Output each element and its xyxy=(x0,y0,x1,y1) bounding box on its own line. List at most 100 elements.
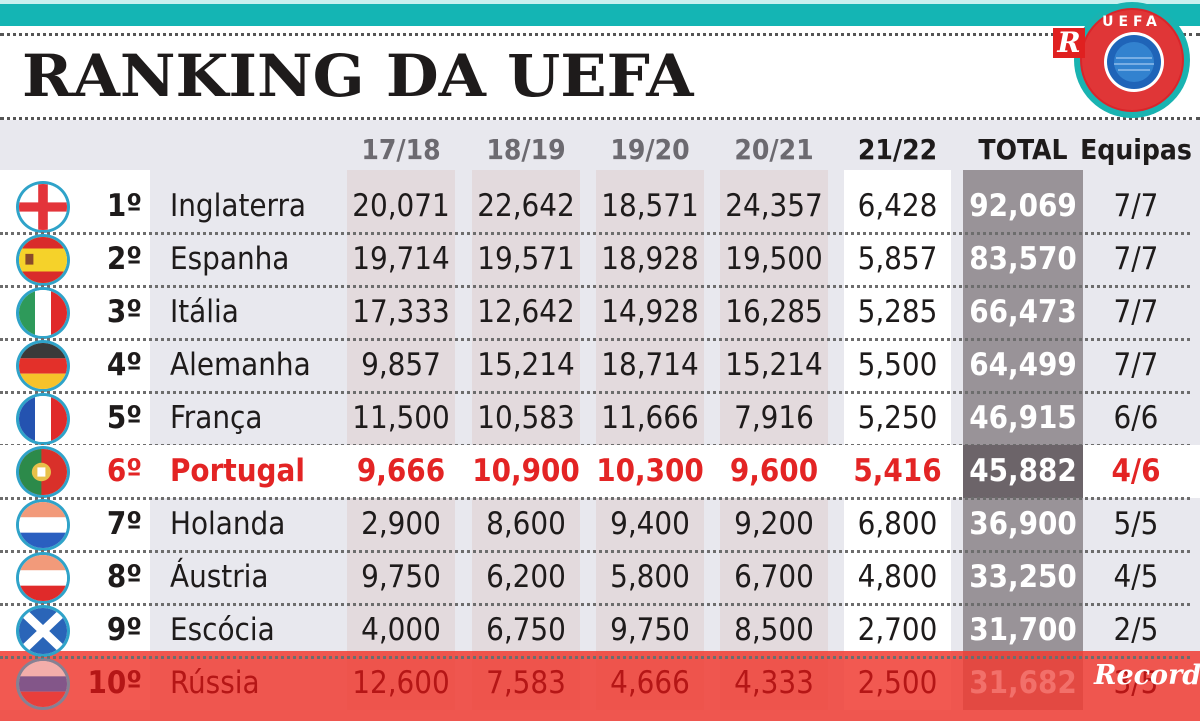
cell-total: 45,882 xyxy=(969,453,1077,489)
rank-label: 9º xyxy=(106,612,142,648)
cell-1920: 14,928 xyxy=(601,294,699,330)
table-row: 5º França 11,500 10,583 11,666 7,916 5,250 46,9… xyxy=(0,392,1200,447)
cell-1718: 2,900 xyxy=(361,506,441,542)
cell-1819: 15,214 xyxy=(477,347,575,383)
italy-flag-icon xyxy=(16,287,70,339)
table-row: 1º Inglaterra 20,071 22,642 18,571 24,357 6,42… xyxy=(0,180,1200,235)
uefa-logo-icon: UEFA xyxy=(1074,2,1190,118)
country-name: Espanha xyxy=(170,241,290,277)
country-name: França xyxy=(170,400,263,436)
table-row: 4º Alemanha 9,857 15,214 18,714 15,214 5,500 64… xyxy=(0,339,1200,394)
rank-label: 10º xyxy=(87,665,142,701)
rank-label: 1º xyxy=(106,188,142,224)
cell-2122: 2,500 xyxy=(857,665,938,701)
russia-flag-icon xyxy=(16,658,70,710)
cell-1819: 22,642 xyxy=(477,188,575,224)
cell-equipas: 7/7 xyxy=(1113,241,1159,277)
cell-1920: 10,300 xyxy=(596,453,704,489)
cell-2122: 6,428 xyxy=(857,188,938,224)
cell-2021: 8,500 xyxy=(734,612,814,648)
cell-1920: 18,571 xyxy=(601,188,699,224)
cell-total: 92,069 xyxy=(969,188,1077,224)
cell-2021: 19,500 xyxy=(725,241,823,277)
cell-1819: 6,200 xyxy=(486,559,566,595)
cell-2122: 5,285 xyxy=(857,294,938,330)
header-1819: 18/19 xyxy=(486,133,566,166)
cell-2021: 4,333 xyxy=(734,665,814,701)
header-equipas: Equipas xyxy=(1080,133,1192,166)
cell-2021: 15,214 xyxy=(725,347,823,383)
cell-total: 33,250 xyxy=(969,559,1077,595)
cell-1718: 20,071 xyxy=(352,188,450,224)
cell-1819: 8,600 xyxy=(486,506,566,542)
cell-2122: 5,416 xyxy=(853,453,942,489)
france-flag-icon xyxy=(16,393,70,445)
cell-1819: 6,750 xyxy=(486,612,566,648)
cell-2122: 5,250 xyxy=(857,400,938,436)
cell-1920: 18,714 xyxy=(601,347,699,383)
cell-total: 64,499 xyxy=(969,347,1077,383)
header-2021: 20/21 xyxy=(734,133,814,166)
header-1718: 17/18 xyxy=(361,133,441,166)
rank-label: 2º xyxy=(106,241,142,277)
cell-2021: 16,285 xyxy=(725,294,823,330)
country-name: Alemanha xyxy=(170,347,311,383)
cell-1718: 9,666 xyxy=(356,453,446,489)
cell-total: 66,473 xyxy=(969,294,1077,330)
cell-equipas: 4/6 xyxy=(1111,453,1161,489)
cell-equipas: 4/5 xyxy=(1113,559,1159,595)
portugal-flag-icon xyxy=(16,446,70,498)
cell-total: 31,700 xyxy=(969,612,1077,648)
austria-flag-icon xyxy=(16,552,70,604)
cell-2021: 24,357 xyxy=(725,188,823,224)
column-bg-2122 xyxy=(844,170,951,710)
record-publisher-logo: Record xyxy=(1094,660,1200,691)
cell-1920: 9,400 xyxy=(610,506,690,542)
cell-equipas: 7/7 xyxy=(1113,294,1159,330)
cell-1920: 4,666 xyxy=(610,665,690,701)
cell-equipas: 7/7 xyxy=(1113,188,1159,224)
cell-1718: 9,857 xyxy=(361,347,441,383)
column-bg-total xyxy=(963,170,1083,710)
cell-total: 46,915 xyxy=(969,400,1077,436)
column-bg-1920 xyxy=(596,170,704,710)
column-bg-1819 xyxy=(472,170,580,710)
cell-1718: 12,600 xyxy=(352,665,450,701)
row-divider-dotted xyxy=(0,232,1190,235)
cell-1819: 10,900 xyxy=(472,453,580,489)
cell-1819: 19,571 xyxy=(477,241,575,277)
table-row: 3º Itália 17,333 12,642 14,928 16,285 5,285 66,… xyxy=(0,286,1200,341)
cell-equipas: 2/5 xyxy=(1113,612,1159,648)
cell-total: 31,682 xyxy=(969,665,1077,701)
cell-2021: 9,200 xyxy=(734,506,814,542)
table-row: 7º Holanda 2,900 8,600 9,400 9,200 6,800 36,900… xyxy=(0,498,1200,553)
rank-label: 4º xyxy=(106,347,142,383)
header-2122: 21/22 xyxy=(857,133,938,166)
row-divider-dotted xyxy=(0,285,1190,288)
divider-dotted xyxy=(0,117,1200,120)
cell-2122: 5,500 xyxy=(857,347,938,383)
cell-equipas: 3/5 xyxy=(1113,665,1159,701)
cell-1920: 9,750 xyxy=(610,612,690,648)
country-name: Itália xyxy=(170,294,239,330)
rank-label: 8º xyxy=(106,559,142,595)
uefa-logo-text: UEFA xyxy=(1102,14,1162,30)
cell-1819: 12,642 xyxy=(477,294,575,330)
country-name: Portugal xyxy=(170,453,305,489)
cell-1718: 4,000 xyxy=(361,612,441,648)
scotland-flag-icon xyxy=(16,605,70,657)
england-flag-icon xyxy=(16,181,70,233)
header-1920: 19/20 xyxy=(610,133,690,166)
cell-equipas: 5/5 xyxy=(1113,506,1159,542)
relegation-band xyxy=(0,651,1200,721)
cell-total: 36,900 xyxy=(969,506,1077,542)
cell-1920: 18,928 xyxy=(601,241,699,277)
country-name: Inglaterra xyxy=(170,188,307,224)
cell-2021: 9,600 xyxy=(729,453,819,489)
cell-1920: 5,800 xyxy=(610,559,690,595)
cell-1718: 19,714 xyxy=(352,241,450,277)
title-area xyxy=(0,26,1200,118)
record-badge-icon: R xyxy=(1053,28,1085,58)
cell-equipas: 7/7 xyxy=(1113,347,1159,383)
table-row: 6º Portugal 9,666 10,900 10,300 9,600 5,416 45,… xyxy=(0,445,1200,500)
